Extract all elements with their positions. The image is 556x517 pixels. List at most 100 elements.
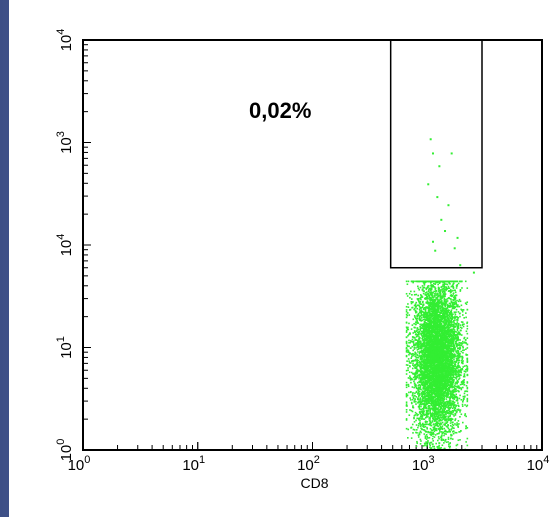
event-dot [413,344,415,347]
event-dot [441,352,444,355]
event-dot [442,287,445,290]
event-dot [418,339,420,341]
event-dot [447,355,450,358]
event-dot [459,439,461,441]
event-dot [437,407,439,410]
event-dot [405,393,408,395]
event-dot [450,353,453,355]
event-dot [453,415,455,417]
event-dot [417,391,419,394]
event-dot [442,292,445,295]
event-dot [466,386,469,389]
event-dot [448,347,451,349]
event-dot [439,425,442,428]
event-dot [445,378,447,380]
event-dot [459,416,461,418]
event-dot [417,413,419,416]
event-dot [447,342,449,345]
event-dot [408,341,410,344]
event-dot [466,337,469,339]
event-dot [422,300,424,303]
event-dot [440,403,443,405]
event-dot [444,382,446,385]
event-dot [421,366,423,369]
event-dot [452,397,454,400]
event-dot [408,352,411,355]
event-dot [447,316,449,319]
event-dot [426,331,429,334]
event-dot [444,418,447,421]
event-dot [409,409,411,411]
event-dot [444,321,447,324]
event-dot [428,342,431,345]
event-dot [426,365,428,368]
event-dot [405,310,408,313]
event-dot [429,368,431,371]
event-dot [466,322,468,325]
event-dot [409,296,411,299]
event-dot [431,414,433,417]
event-dot [453,409,456,412]
event-dot [439,423,441,426]
event-dot [447,374,449,376]
event-dot [443,288,445,291]
event-dot [448,373,451,376]
event-dot [429,414,432,417]
event-dot [431,381,434,383]
event-dot [434,347,437,350]
event-dot [449,422,452,424]
event-dot [445,311,448,313]
event-dot [455,340,457,343]
event-dot [454,414,457,416]
event-dot [454,325,457,328]
event-dot [425,383,428,386]
event-dot [450,433,452,436]
event-dot [447,436,450,439]
event-dot [426,423,428,425]
event-dot [418,432,421,434]
event-dot [451,418,454,421]
event-dot [418,386,420,389]
event-dot [465,364,468,367]
event-dot [432,385,434,387]
event-dot [440,435,443,438]
event-dot [461,383,464,385]
event-dot [409,365,411,367]
event-dot [443,427,446,430]
event-dot [460,368,462,370]
event-dot [420,424,422,426]
event-dot [441,434,443,437]
event-dot [417,387,420,390]
event-dot [461,343,463,345]
event-dot [418,418,420,421]
event-dot [455,381,457,384]
event-dot [449,390,452,392]
event-dot [437,352,440,354]
event-dot [435,348,437,351]
event-dot [420,298,422,301]
event-dot [445,348,448,351]
event-dot [429,385,432,388]
event-dot [450,361,452,364]
event-dot [425,406,427,409]
event-dot [412,362,414,365]
event-dot [434,413,436,416]
event-dot [455,424,458,426]
event-dot [435,335,437,337]
event-dot [453,358,455,360]
event-dot [454,418,457,420]
event-dot [454,291,457,294]
event-dot [454,319,456,321]
event-dot [430,297,433,300]
event-dot [430,392,433,394]
event-dot [430,312,432,315]
event-dot [441,374,444,377]
event-dot [437,318,440,320]
event-dot [449,392,452,394]
event-dot [427,364,430,367]
event-dot [442,415,444,418]
event-dot [449,404,451,407]
event-dot [413,386,415,389]
event-dot [413,416,415,419]
